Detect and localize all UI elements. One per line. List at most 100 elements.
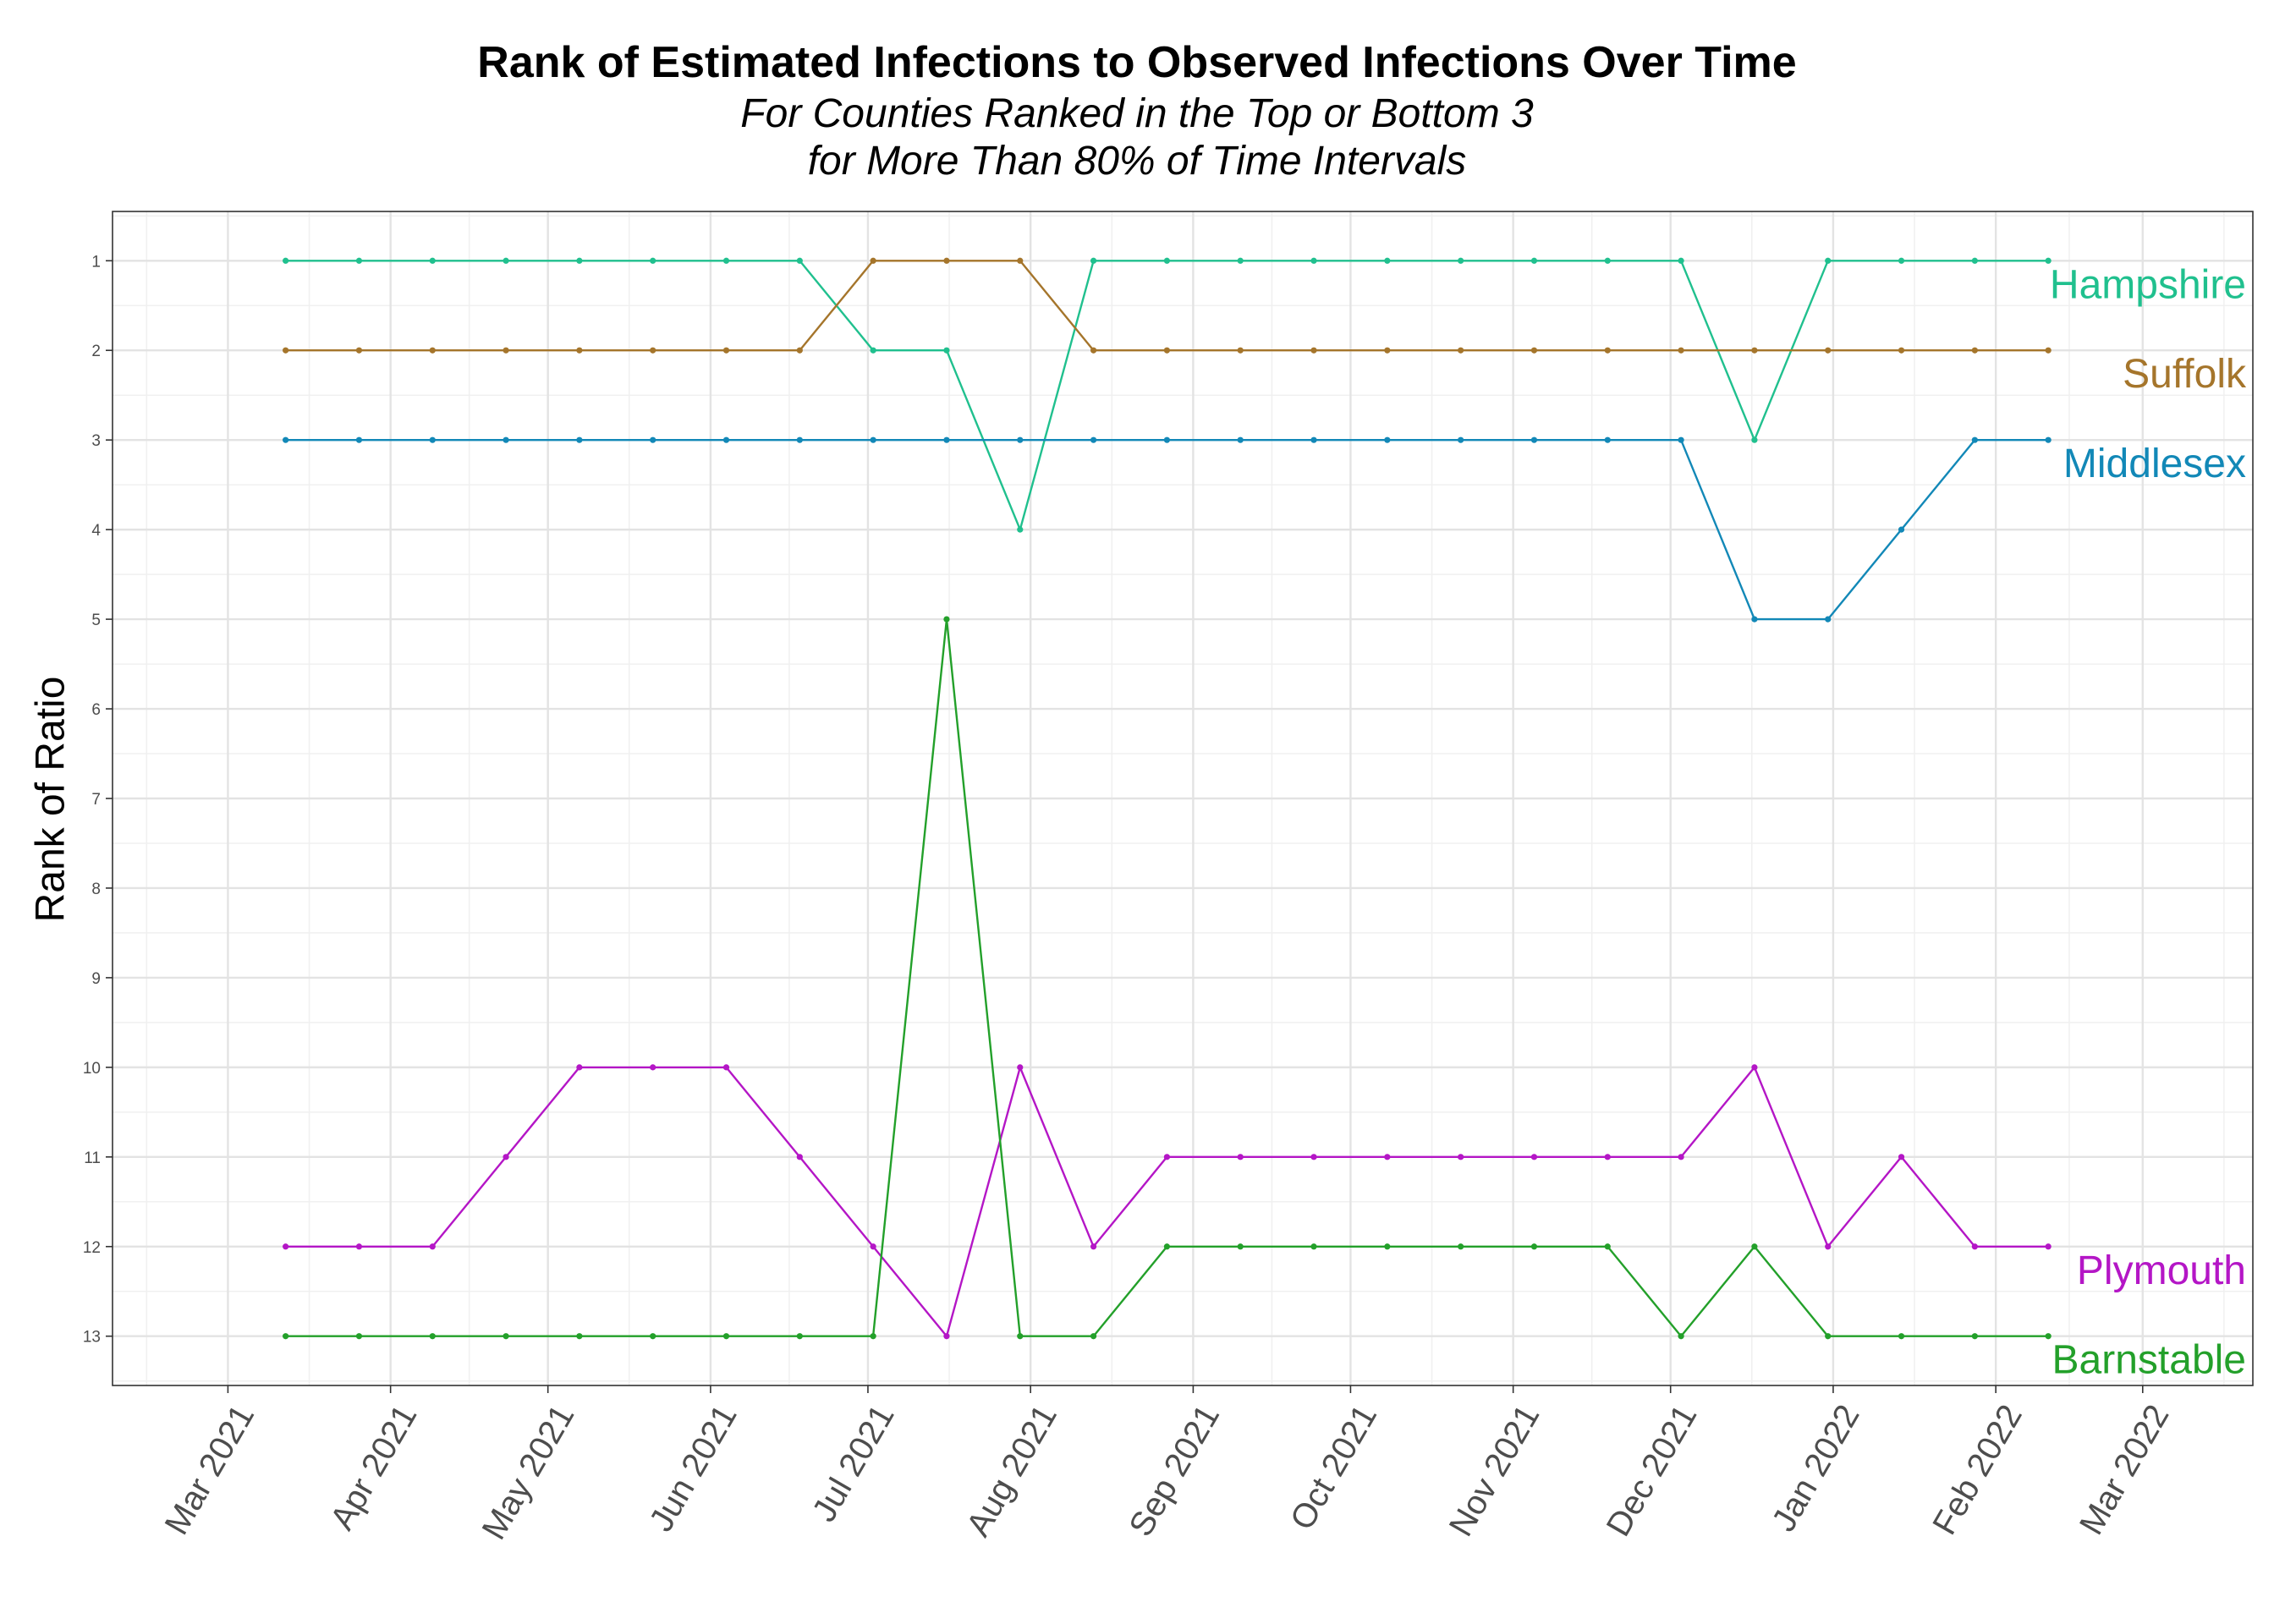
data-point-middlesex (576, 436, 583, 443)
data-point-suffolk (722, 347, 730, 354)
data-point-middlesex (283, 436, 289, 443)
data-point-barnstable (1971, 1333, 1978, 1340)
data-point-plymouth (796, 1154, 803, 1160)
series-barnstable (283, 616, 2052, 1340)
data-point-middlesex (1898, 526, 1905, 533)
data-point-barnstable (503, 1333, 509, 1340)
data-point-suffolk (576, 347, 583, 354)
data-point-middlesex (870, 436, 876, 443)
data-point-suffolk (870, 257, 876, 264)
x-tick-label: Feb 2022 (1925, 1399, 2030, 1541)
chart-subtitle-line-1: For Counties Ranked in the Top or Bottom… (740, 91, 1534, 136)
y-tick-label: 11 (84, 1149, 101, 1167)
data-point-plymouth (1163, 1154, 1170, 1160)
y-tick-label: 7 (91, 791, 101, 809)
data-point-hampshire (429, 257, 436, 264)
series-lines (283, 257, 2052, 1340)
data-point-plymouth (1751, 1064, 1758, 1071)
data-point-plymouth (1310, 1154, 1317, 1160)
data-point-plymouth (1530, 1154, 1538, 1160)
data-point-suffolk (650, 347, 656, 354)
x-tick-label: Jan 2022 (1765, 1399, 1866, 1539)
data-point-hampshire (722, 257, 730, 264)
data-point-barnstable (1163, 1243, 1170, 1250)
data-point-middlesex (1237, 436, 1244, 443)
data-point-plymouth (722, 1064, 730, 1071)
data-point-hampshire (870, 347, 876, 354)
data-point-suffolk (283, 347, 289, 354)
data-point-hampshire (1163, 257, 1170, 264)
data-point-middlesex (1971, 436, 1978, 443)
y-tick-label: 4 (91, 522, 101, 540)
data-point-plymouth (355, 1243, 363, 1250)
data-point-hampshire (2045, 257, 2052, 264)
y-tick-label: 10 (83, 1060, 101, 1078)
series-hampshire (283, 257, 2052, 533)
data-point-middlesex (1458, 436, 1464, 443)
data-point-barnstable (1604, 1243, 1611, 1250)
data-point-plymouth (870, 1243, 876, 1250)
data-point-plymouth (1825, 1243, 1832, 1250)
series-middlesex (283, 436, 2052, 623)
data-point-plymouth (503, 1154, 509, 1160)
data-point-plymouth (1384, 1154, 1391, 1160)
grid-lines (113, 211, 2253, 1385)
data-point-barnstable (1825, 1333, 1832, 1340)
data-point-barnstable (1898, 1333, 1905, 1340)
data-point-suffolk (1604, 347, 1611, 354)
data-point-middlesex (1163, 436, 1170, 443)
data-point-suffolk (796, 347, 803, 354)
x-tick-label: Apr 2021 (323, 1399, 424, 1537)
data-point-hampshire (1678, 257, 1684, 264)
data-point-hampshire (1310, 257, 1317, 264)
series-suffolk (283, 257, 2052, 354)
series-label-hampshire: Hampshire (2050, 262, 2246, 307)
data-point-hampshire (1530, 257, 1538, 264)
data-point-hampshire (650, 257, 656, 264)
data-point-plymouth (1971, 1243, 1978, 1250)
data-point-hampshire (1458, 257, 1464, 264)
x-tick-label: Oct 2021 (1283, 1399, 1384, 1537)
data-point-barnstable (943, 616, 950, 623)
x-tick-label: Jul 2021 (805, 1399, 902, 1528)
data-point-barnstable (283, 1333, 289, 1340)
data-point-barnstable (1017, 1333, 1024, 1340)
data-point-plymouth (576, 1064, 583, 1071)
data-point-plymouth (1898, 1154, 1905, 1160)
data-point-barnstable (576, 1333, 583, 1340)
data-point-hampshire (796, 257, 803, 264)
data-point-barnstable (1384, 1243, 1391, 1250)
data-point-barnstable (1751, 1243, 1758, 1250)
data-point-plymouth (650, 1064, 656, 1071)
data-point-suffolk (1310, 347, 1317, 354)
data-point-suffolk (355, 347, 363, 354)
y-tick-label: 3 (91, 432, 101, 450)
x-tick-label: Dec 2021 (1600, 1399, 1705, 1543)
data-point-barnstable (1310, 1243, 1317, 1250)
data-point-middlesex (1310, 436, 1317, 443)
x-tick-label: Sep 2021 (1122, 1399, 1227, 1543)
data-point-suffolk (1898, 347, 1905, 354)
data-point-suffolk (1163, 347, 1170, 354)
data-point-suffolk (1971, 347, 1978, 354)
data-point-suffolk (1751, 347, 1758, 354)
data-point-plymouth (943, 1333, 950, 1340)
x-tick-label: Nov 2021 (1442, 1399, 1547, 1543)
data-point-barnstable (1678, 1333, 1684, 1340)
data-point-hampshire (1384, 257, 1391, 264)
data-point-hampshire (576, 257, 583, 264)
x-tick-label: May 2021 (475, 1399, 582, 1546)
data-point-middlesex (1530, 436, 1538, 443)
data-point-plymouth (1604, 1154, 1611, 1160)
data-point-plymouth (283, 1243, 289, 1250)
data-point-middlesex (722, 436, 730, 443)
data-point-plymouth (1090, 1243, 1097, 1250)
data-point-barnstable (355, 1333, 363, 1340)
data-point-suffolk (503, 347, 509, 354)
x-tick-label: Jun 2021 (642, 1399, 744, 1539)
data-point-barnstable (1458, 1243, 1464, 1250)
data-point-suffolk (1237, 347, 1244, 354)
data-point-plymouth (1678, 1154, 1684, 1160)
